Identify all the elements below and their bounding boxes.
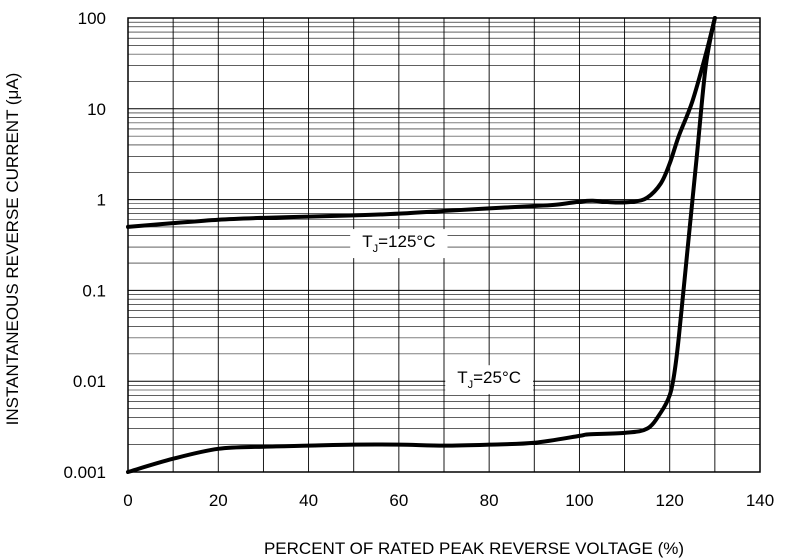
series-line-1 xyxy=(126,16,717,474)
y-tick-label: 0.1 xyxy=(82,281,106,300)
series-label-main: T xyxy=(457,368,467,387)
series-label-layer: TJ=125°CTJ=25°C xyxy=(350,229,534,395)
y-tick-label: 0.01 xyxy=(73,372,106,391)
series-label-0: TJ=125°C xyxy=(362,232,435,255)
x-tick-label: 120 xyxy=(656,491,684,510)
y-tick-labels: 0.001 0.01 0.1 1 10 100 xyxy=(63,9,106,482)
series-layer xyxy=(126,16,717,474)
series-label-1: TJ=25°C xyxy=(457,368,521,391)
series-label-background xyxy=(445,365,534,395)
y-tick-label: 0.001 xyxy=(63,463,106,482)
x-tick-label: 80 xyxy=(480,491,499,510)
series-line-0 xyxy=(126,16,717,229)
y-tick-label: 1 xyxy=(97,191,106,210)
series-label-subscript: J xyxy=(468,379,474,391)
series-label-subscript: J xyxy=(373,243,379,255)
x-tick-label: 40 xyxy=(299,491,318,510)
x-tick-label: 0 xyxy=(123,491,132,510)
x-tick-label: 60 xyxy=(389,491,408,510)
y-tick-label: 10 xyxy=(87,100,106,119)
plot-frame xyxy=(127,17,761,473)
y-tick-label: 100 xyxy=(78,9,106,28)
x-tick-label: 100 xyxy=(565,491,593,510)
x-tick-labels: 0 20 40 60 80 100 120 140 xyxy=(123,491,774,510)
series-label-main: T xyxy=(362,232,372,251)
x-axis-label: PERCENT OF RATED PEAK REVERSE VOLTAGE (%… xyxy=(264,539,684,558)
y-axis-label: INSTANTANEOUS REVERSE CURRENT (μA) xyxy=(3,73,22,426)
series-label-rest: =25°C xyxy=(473,368,521,387)
series-label-rest: =125°C xyxy=(378,232,435,251)
x-tick-label: 140 xyxy=(746,491,774,510)
x-tick-label: 20 xyxy=(209,491,228,510)
series-label-background xyxy=(350,229,448,259)
